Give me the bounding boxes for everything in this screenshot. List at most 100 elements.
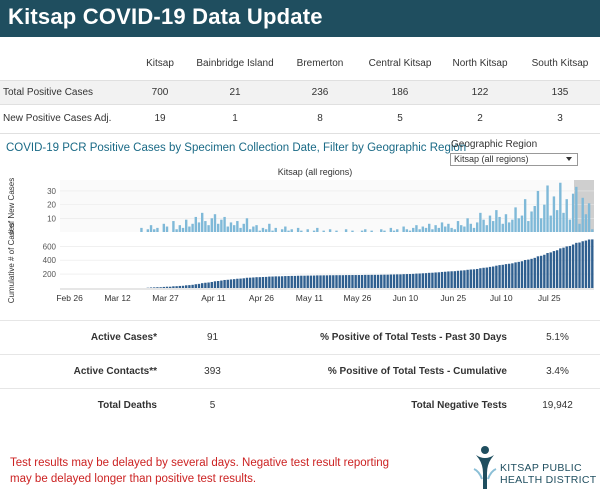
new-cases-bar[interactable] xyxy=(581,197,584,232)
new-cases-bar[interactable] xyxy=(364,229,367,232)
new-cases-bar[interactable] xyxy=(440,222,444,232)
cumulative-bar[interactable] xyxy=(469,269,472,288)
cumulative-bar[interactable] xyxy=(460,270,463,288)
cumulative-bar[interactable] xyxy=(197,283,201,288)
cumulative-bar[interactable] xyxy=(229,279,233,288)
cumulative-bar[interactable] xyxy=(456,270,460,288)
new-cases-bar[interactable] xyxy=(172,221,175,232)
cumulative-bar[interactable] xyxy=(520,261,524,288)
cumulative-bar[interactable] xyxy=(485,267,488,288)
cumulative-bar[interactable] xyxy=(274,276,277,288)
new-cases-bar[interactable] xyxy=(229,222,233,232)
cumulative-bar[interactable] xyxy=(437,272,441,288)
cumulative-bar[interactable] xyxy=(319,275,322,288)
cumulative-bar[interactable] xyxy=(169,286,172,288)
cumulative-bar[interactable] xyxy=(440,271,444,288)
cumulative-bar[interactable] xyxy=(571,244,575,288)
new-cases-bar[interactable] xyxy=(200,212,204,232)
new-cases-bar[interactable] xyxy=(504,214,508,232)
new-cases-bar[interactable] xyxy=(402,226,405,232)
cumulative-bar[interactable] xyxy=(383,274,386,288)
new-cases-bar[interactable] xyxy=(463,226,466,232)
new-cases-bar[interactable] xyxy=(405,229,409,232)
cumulative-bar[interactable] xyxy=(242,278,245,288)
cumulative-bar[interactable] xyxy=(309,275,313,288)
new-cases-bar[interactable] xyxy=(287,230,290,232)
cumulative-bar[interactable] xyxy=(344,275,348,288)
cumulative-bar[interactable] xyxy=(428,272,431,288)
cumulative-bar[interactable] xyxy=(559,248,562,288)
cumulative-bar[interactable] xyxy=(268,276,271,288)
new-cases-bar[interactable] xyxy=(264,229,268,232)
new-cases-bar[interactable] xyxy=(165,226,169,232)
cumulative-bar[interactable] xyxy=(578,242,581,288)
new-cases-bar[interactable] xyxy=(194,216,197,232)
cumulative-bar[interactable] xyxy=(316,275,319,288)
cumulative-bar[interactable] xyxy=(587,239,591,288)
cumulative-bar[interactable] xyxy=(463,270,466,288)
cumulative-bar[interactable] xyxy=(185,285,188,288)
cumulative-bar[interactable] xyxy=(491,266,495,288)
cumulative-bar[interactable] xyxy=(444,271,447,288)
cumulative-bar[interactable] xyxy=(453,271,457,288)
cumulative-bar[interactable] xyxy=(300,275,303,288)
new-cases-bar[interactable] xyxy=(533,206,536,232)
new-cases-bar[interactable] xyxy=(514,207,517,232)
new-cases-bar[interactable] xyxy=(571,193,575,232)
cumulative-bar[interactable] xyxy=(354,275,357,288)
new-cases-bar[interactable] xyxy=(242,223,245,232)
new-cases-bar[interactable] xyxy=(271,230,274,232)
cumulative-bar[interactable] xyxy=(223,279,226,288)
cumulative-bar[interactable] xyxy=(258,277,261,288)
cumulative-bar[interactable] xyxy=(210,281,213,288)
new-cases-bar[interactable] xyxy=(559,182,562,232)
new-cases-bar[interactable] xyxy=(431,229,434,232)
cumulative-bar[interactable] xyxy=(386,274,389,288)
new-cases-bar[interactable] xyxy=(280,229,284,232)
new-cases-bar[interactable] xyxy=(460,225,463,232)
cumulative-bar[interactable] xyxy=(367,274,370,288)
new-cases-bar[interactable] xyxy=(261,227,265,232)
cumulative-bar[interactable] xyxy=(415,273,418,288)
new-cases-bar[interactable] xyxy=(216,223,220,232)
new-cases-bar[interactable] xyxy=(312,230,316,232)
cumulative-bar[interactable] xyxy=(517,261,520,288)
new-cases-bar[interactable] xyxy=(415,225,418,232)
cumulative-bar[interactable] xyxy=(472,269,476,288)
new-cases-bar[interactable] xyxy=(575,186,578,232)
new-cases-bar[interactable] xyxy=(578,223,581,232)
new-cases-bar[interactable] xyxy=(479,212,482,232)
cumulative-bar[interactable] xyxy=(527,259,530,288)
cumulative-bar[interactable] xyxy=(236,278,239,288)
cumulative-bar[interactable] xyxy=(533,257,536,288)
cumulative-bar[interactable] xyxy=(248,277,252,288)
new-cases-bar[interactable] xyxy=(175,229,178,232)
new-cases-bar[interactable] xyxy=(213,214,217,232)
new-cases-bar[interactable] xyxy=(306,229,309,232)
cumulative-bar[interactable] xyxy=(357,275,361,288)
cumulative-bar[interactable] xyxy=(479,268,482,288)
new-cases-bar[interactable] xyxy=(178,225,182,232)
cumulative-bar[interactable] xyxy=(364,274,367,288)
new-cases-bar[interactable] xyxy=(181,227,185,232)
cumulative-bar[interactable] xyxy=(338,275,341,288)
new-cases-bar[interactable] xyxy=(424,227,428,232)
new-cases-bar[interactable] xyxy=(591,229,594,232)
cumulative-bar[interactable] xyxy=(523,260,527,288)
new-cases-bar[interactable] xyxy=(546,185,549,232)
cumulative-bar[interactable] xyxy=(232,279,236,288)
new-cases-bar[interactable] xyxy=(258,230,261,232)
cumulative-bar[interactable] xyxy=(562,247,565,288)
new-cases-bar[interactable] xyxy=(210,218,213,232)
region-filter-dropdown[interactable]: Kitsap (all regions) xyxy=(450,153,578,166)
new-cases-bar[interactable] xyxy=(252,226,255,232)
new-cases-bar[interactable] xyxy=(527,221,530,232)
cumulative-bar[interactable] xyxy=(303,275,306,288)
cumulative-bar[interactable] xyxy=(325,275,329,288)
cumulative-bar[interactable] xyxy=(421,273,425,288)
cumulative-bar[interactable] xyxy=(293,275,297,288)
new-cases-bar[interactable] xyxy=(568,219,572,232)
cumulative-bar[interactable] xyxy=(332,275,335,288)
cases-chart[interactable]: 10 20 30 # of New Cases 200 400 600 Cumulative… xyxy=(0,160,600,315)
new-cases-bar[interactable] xyxy=(523,199,527,232)
